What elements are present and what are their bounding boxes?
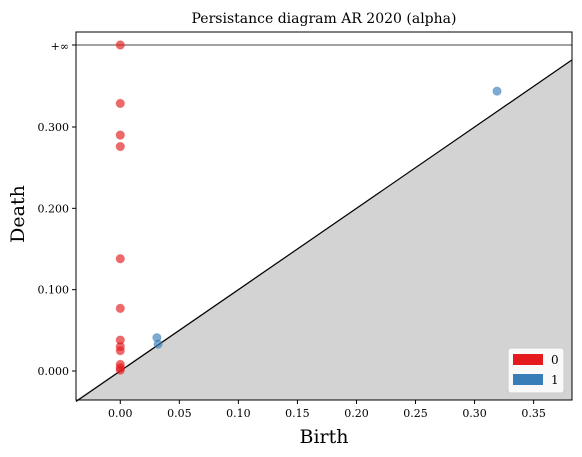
x-tick-label: 0.05 [167, 407, 192, 420]
plot-frame [75, 31, 573, 401]
data-point-series-0 [115, 130, 125, 140]
x-tick-label: 0.20 [344, 407, 369, 420]
legend-label-1: 1 [551, 373, 559, 387]
data-points [115, 40, 502, 375]
x-axis-ticks: 0.00 0.05 0.10 0.15 0.20 0.25 0.30 0.35 [108, 400, 546, 420]
data-point-series-0 [115, 254, 125, 264]
legend-swatch-0 [513, 354, 543, 365]
y-tick-label-infinity: +∞ [51, 40, 69, 53]
x-tick-label: 0.30 [462, 407, 487, 420]
x-tick-label: 0.35 [521, 407, 546, 420]
legend-swatch-1 [513, 374, 543, 385]
y-tick-label: 0.300 [38, 121, 70, 134]
chart-title: Persistance diagram AR 2020 (alpha) [192, 11, 457, 27]
data-point-series-0 [115, 40, 125, 50]
data-point-series-0 [115, 98, 125, 109]
data-point-series-0 [115, 345, 125, 356]
data-point-series-0 [115, 303, 125, 314]
y-axis-label: Death [7, 185, 29, 243]
x-axis-label: Birth [300, 426, 349, 448]
x-tick-label: 0.15 [285, 407, 310, 420]
y-tick-label: 0.100 [38, 284, 70, 297]
plot-area [75, 31, 573, 402]
data-point-series-1 [153, 339, 163, 349]
legend-label-0: 0 [551, 353, 559, 367]
x-tick-label: 0.25 [403, 407, 428, 420]
legend: 01 [507, 347, 565, 394]
data-point-series-0 [115, 141, 125, 152]
data-point-series-1 [492, 86, 502, 96]
x-tick-label: 0.10 [226, 407, 251, 420]
y-tick-label: 0.000 [38, 365, 70, 378]
x-tick-label: 0.00 [108, 407, 133, 420]
data-point-series-0 [115, 365, 125, 375]
y-tick-label: 0.200 [38, 202, 70, 215]
y-axis-ticks: 0.000 0.100 0.200 0.300 +∞ [38, 40, 76, 378]
